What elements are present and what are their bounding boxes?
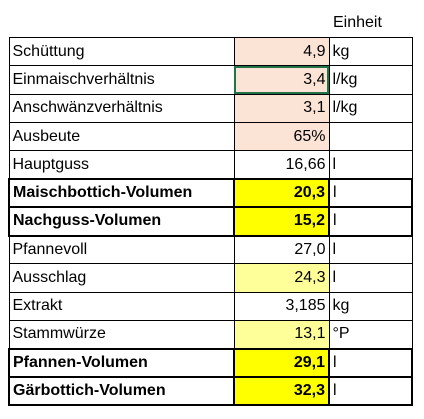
row-label-cell[interactable]: Pfannevoll — [8, 235, 235, 265]
unit-column-header[interactable]: Einheit — [333, 14, 382, 31]
table-row: Schüttung 4,9 kg — [8, 36, 413, 67]
table-row: Nachguss-Volumen 15,2 l — [8, 206, 413, 237]
unit-cell[interactable]: kg — [328, 36, 413, 67]
value-cell[interactable]: 3,4 — [233, 65, 330, 95]
unit-cell[interactable]: l — [328, 177, 413, 209]
unit-cell[interactable] — [328, 121, 413, 152]
row-label-cell[interactable]: Ausschlag — [8, 263, 235, 293]
unit-cell[interactable]: l/kg — [328, 93, 413, 123]
value-cell[interactable]: 20,3 — [233, 177, 330, 209]
unit-cell[interactable]: l — [328, 347, 413, 379]
value-cell[interactable]: 16,66 — [233, 150, 330, 180]
unit-cell[interactable]: l — [328, 150, 413, 180]
row-label-cell[interactable]: Stammwürze — [8, 319, 235, 350]
value-cell[interactable]: 13,1 — [233, 319, 330, 350]
unit-cell[interactable]: l/kg — [328, 65, 413, 95]
row-label-cell[interactable]: Ausbeute — [8, 121, 235, 152]
value-cell[interactable]: 4,9 — [233, 36, 330, 67]
value-cell[interactable]: 3,1 — [233, 93, 330, 123]
value-cell[interactable]: 65% — [233, 121, 330, 152]
table-row: Pfannevoll 27,0 l — [8, 235, 413, 265]
value-cell[interactable]: 29,1 — [233, 347, 330, 379]
value-cell[interactable]: 32,3 — [233, 376, 330, 407]
table-row: Ausschlag 24,3 l — [8, 263, 413, 293]
column-header-row: Einheit — [0, 0, 424, 37]
table-row: Stammwürze 13,1 °P — [8, 319, 413, 350]
unit-cell[interactable]: l — [328, 235, 413, 265]
row-label-cell[interactable]: Extrakt — [8, 291, 235, 321]
row-label-cell[interactable]: Schüttung — [8, 36, 235, 67]
unit-cell[interactable]: l — [328, 376, 413, 407]
unit-cell[interactable]: l — [328, 206, 413, 237]
value-cell[interactable]: 15,2 — [233, 206, 330, 237]
row-label-cell[interactable]: Pfannen-Volumen — [8, 347, 235, 379]
value-cell[interactable]: 27,0 — [233, 235, 330, 265]
row-label-cell[interactable]: Einmaischverhältnis — [8, 65, 235, 95]
value-cell[interactable]: 24,3 — [233, 263, 330, 293]
unit-cell[interactable]: l — [328, 263, 413, 293]
row-label-cell[interactable]: Anschwänzverhältnis — [8, 93, 235, 123]
table-row: Einmaischverhältnis 3,4 l/kg — [8, 65, 413, 95]
row-label-cell[interactable]: Gärbottich-Volumen — [8, 376, 235, 407]
unit-cell[interactable]: kg — [328, 291, 413, 321]
value-cell[interactable]: 3,185 — [233, 291, 330, 321]
table-row: Ausbeute 65% — [8, 121, 413, 152]
row-label-cell[interactable]: Maischbottich-Volumen — [8, 177, 235, 209]
table-row: Maischbottich-Volumen 20,3 l — [8, 177, 413, 209]
table-row: Gärbottich-Volumen 32,3 l — [8, 376, 413, 407]
table-row: Extrakt 3,185 kg — [8, 291, 413, 321]
spreadsheet-table: Schüttung 4,9 kg Einmaischverhältnis 3,4 l/kg… — [8, 36, 413, 407]
table-row: Anschwänzverhältnis 3,1 l/kg — [8, 93, 413, 123]
row-label-cell[interactable]: Nachguss-Volumen — [8, 206, 235, 237]
table-row: Hauptguss 16,66 l — [8, 150, 413, 180]
table-row: Pfannen-Volumen 29,1 l — [8, 347, 413, 379]
row-label-cell[interactable]: Hauptguss — [8, 150, 235, 180]
unit-cell[interactable]: °P — [328, 319, 413, 350]
